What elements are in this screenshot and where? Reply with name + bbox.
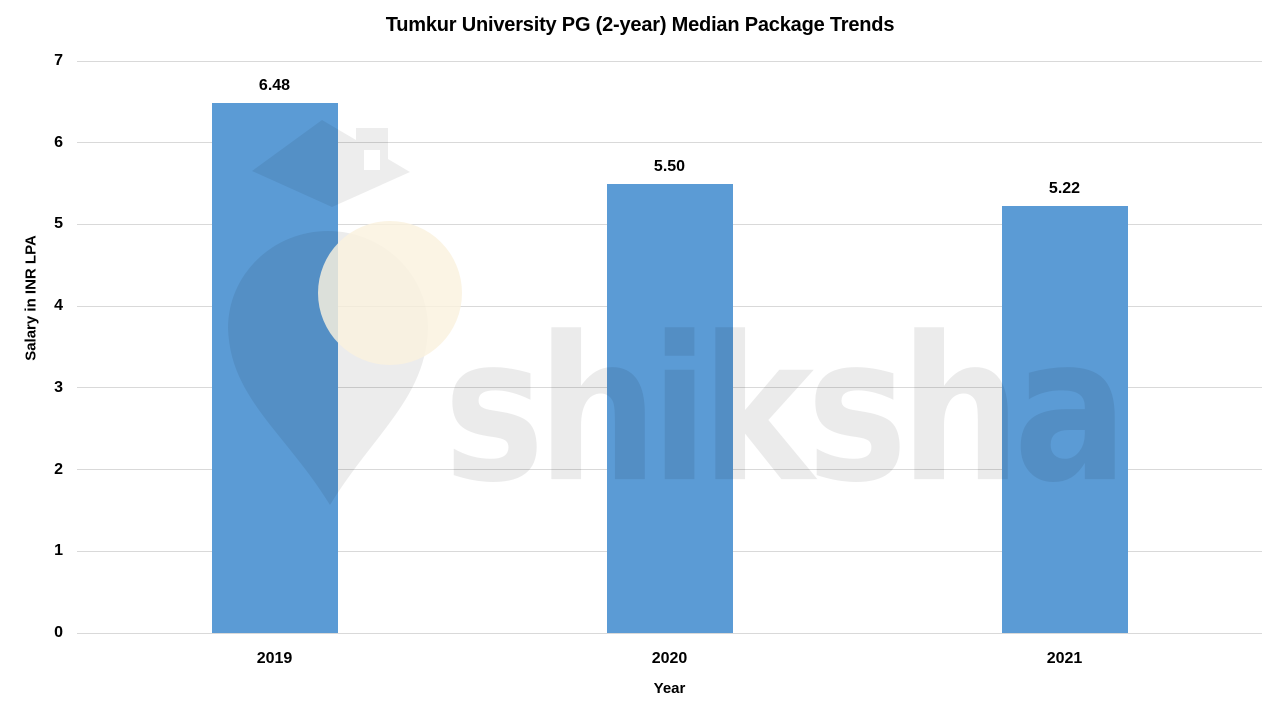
x-tick-label: 2020 xyxy=(651,650,688,667)
y-tick-label: 3 xyxy=(54,378,63,396)
y-tick-label: 1 xyxy=(54,542,63,560)
bar-2020 xyxy=(606,183,733,633)
x-axis-title: Year xyxy=(653,680,686,697)
gridline xyxy=(77,632,1262,634)
y-axis-title: Salary in INR LPA xyxy=(22,235,40,361)
y-tick-label: 6 xyxy=(54,133,63,151)
y-tick-label: 4 xyxy=(54,297,63,315)
bar-2021 xyxy=(1001,206,1128,633)
bar-value-label: 5.50 xyxy=(653,157,686,175)
gridline xyxy=(77,142,1262,144)
gridline xyxy=(77,60,1262,62)
bar-value-label: 6.48 xyxy=(258,77,291,95)
bar-value-label: 5.22 xyxy=(1048,180,1081,198)
x-tick-label: 2021 xyxy=(1046,650,1083,667)
y-tick-label: 5 xyxy=(54,215,63,233)
bar-2019 xyxy=(211,103,338,633)
y-tick-label: 0 xyxy=(54,624,63,641)
x-tick-label: 2019 xyxy=(256,650,293,667)
y-tick-label: 2 xyxy=(54,460,63,478)
y-tick-label: 7 xyxy=(54,52,63,69)
chart-title: Tumkur University PG (2-year) Median Pac… xyxy=(385,14,895,36)
